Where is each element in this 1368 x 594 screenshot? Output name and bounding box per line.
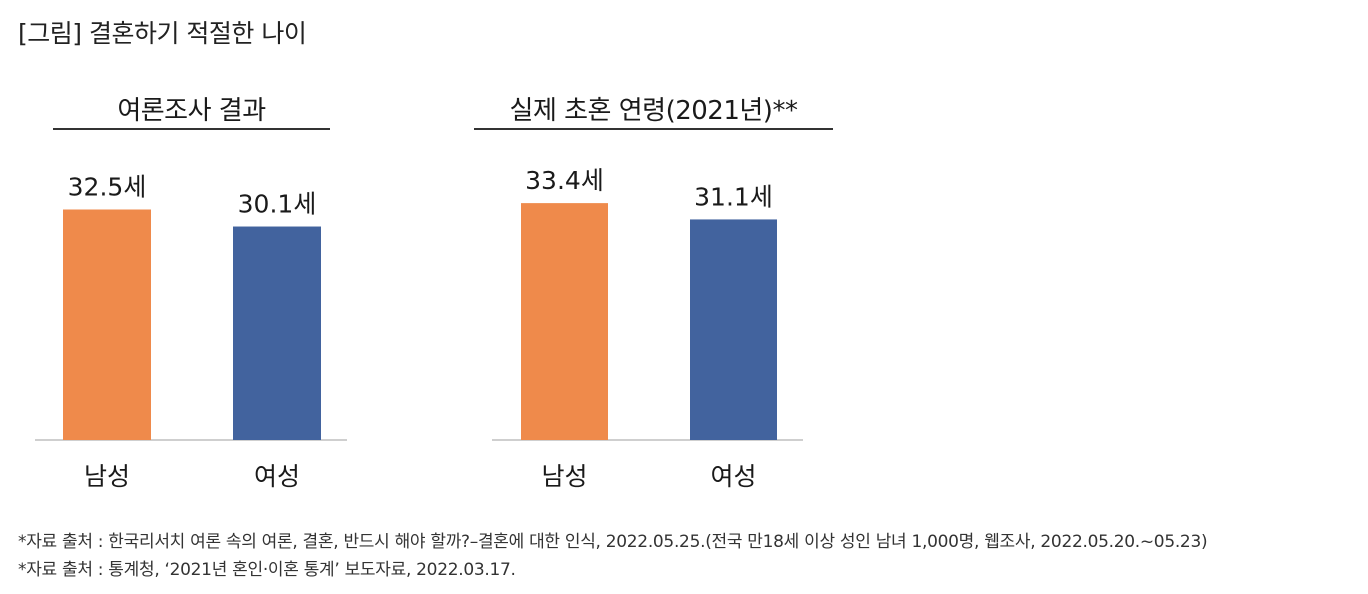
source-note-1: *자료 출처 : 한국리서치 여론 속의 여론, 결혼, 반드시 해야 할까?–…	[18, 532, 1208, 552]
bar-female	[233, 226, 321, 440]
panel-title-survey: 여론조사 결과	[117, 96, 266, 126]
category-label: 남성	[84, 462, 130, 491]
data-label: 33.4세	[525, 166, 604, 195]
bar-male	[63, 209, 151, 440]
figure-title: [그림] 결혼하기 적절한 나이	[18, 19, 307, 48]
panel-title-actual: 실제 초혼 연령(2021년)**	[509, 96, 798, 126]
data-label: 31.1세	[694, 182, 773, 211]
source-note-2: *자료 출처 : 통계청, ‘2021년 혼인·이혼 통계’ 보도자료, 202…	[18, 560, 516, 580]
category-label: 남성	[541, 462, 587, 491]
category-label: 여성	[254, 462, 300, 491]
data-label: 30.1세	[238, 190, 317, 219]
bar-male	[521, 203, 608, 440]
category-label: 여성	[710, 462, 756, 491]
data-label: 32.5세	[68, 173, 147, 202]
bar-female	[690, 219, 777, 440]
